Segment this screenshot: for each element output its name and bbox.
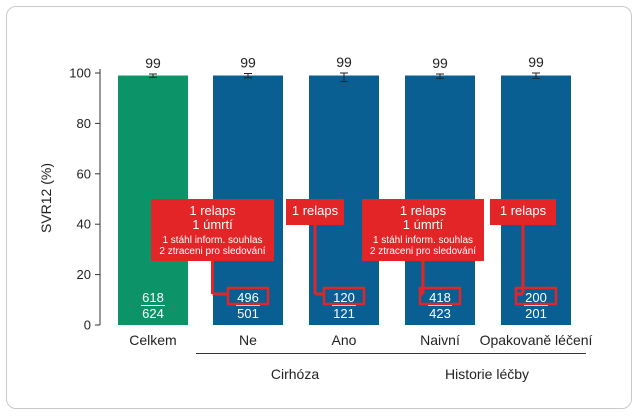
y-axis-label: SVR12 (%) — [38, 163, 54, 233]
numerator-highlight-3 — [514, 286, 558, 306]
y-tick-label-60: 60 — [77, 166, 91, 181]
category-label-1: Ne — [239, 332, 257, 348]
callout-text-2-1: 1 úmrtí — [403, 217, 444, 232]
y-tick-label-80: 80 — [77, 116, 91, 131]
value-label-1: 99 — [240, 55, 256, 71]
value-label-4: 99 — [528, 54, 544, 70]
callout-text-2-3: 2 ztraceni pro sledování — [370, 246, 476, 257]
value-label-2: 99 — [336, 54, 352, 70]
numerator-3: 418 — [429, 290, 451, 305]
callout-text-0-1: 1 úmrtí — [192, 217, 233, 232]
callout-text-3-0: 1 relaps — [500, 203, 547, 218]
category-label-0: Celkem — [129, 332, 176, 348]
denominator-0: 624 — [142, 306, 164, 321]
category-label-4: Opakovaně léčení — [480, 332, 593, 348]
numerator-highlight-2 — [418, 286, 462, 306]
value-label-3: 99 — [432, 55, 448, 71]
denominator-4: 201 — [525, 306, 547, 321]
numerator-4: 200 — [525, 290, 547, 305]
numerator-highlight-0 — [226, 286, 270, 306]
callout-box-0 — [151, 199, 274, 261]
numerator-2: 120 — [333, 290, 355, 305]
value-label-0: 99 — [145, 55, 161, 71]
denominator-2: 121 — [333, 306, 355, 321]
group-label-1: Historie léčby — [445, 366, 529, 382]
callout-text-1-0: 1 relaps — [292, 203, 339, 218]
callout-box-3 — [490, 199, 556, 225]
callout-text-2-2: 1 stáhl inform. souhlas — [373, 235, 473, 246]
denominator-1: 501 — [237, 306, 259, 321]
callout-text-0-0: 1 relaps — [189, 203, 236, 218]
callout-text-0-2: 1 stáhl inform. souhlas — [162, 235, 262, 246]
category-label-2: Ano — [332, 332, 357, 348]
numerator-highlight-1 — [322, 286, 366, 306]
callout-text-0-3: 2 ztraceni pro sledování — [159, 246, 265, 257]
category-label-3: Naivní — [420, 332, 460, 348]
numerator-0: 618 — [142, 290, 164, 305]
denominator-3: 423 — [429, 306, 451, 321]
y-tick-label-40: 40 — [77, 217, 91, 232]
numerator-1: 496 — [237, 290, 259, 305]
y-tick-label-100: 100 — [69, 66, 91, 81]
y-tick-label-20: 20 — [77, 267, 91, 282]
group-label-0: Cirhóza — [271, 366, 319, 382]
callout-box-1 — [286, 199, 344, 225]
callout-box-2 — [362, 199, 484, 261]
callout-text-2-0: 1 relaps — [400, 203, 447, 218]
y-tick-label-0: 0 — [84, 318, 91, 333]
